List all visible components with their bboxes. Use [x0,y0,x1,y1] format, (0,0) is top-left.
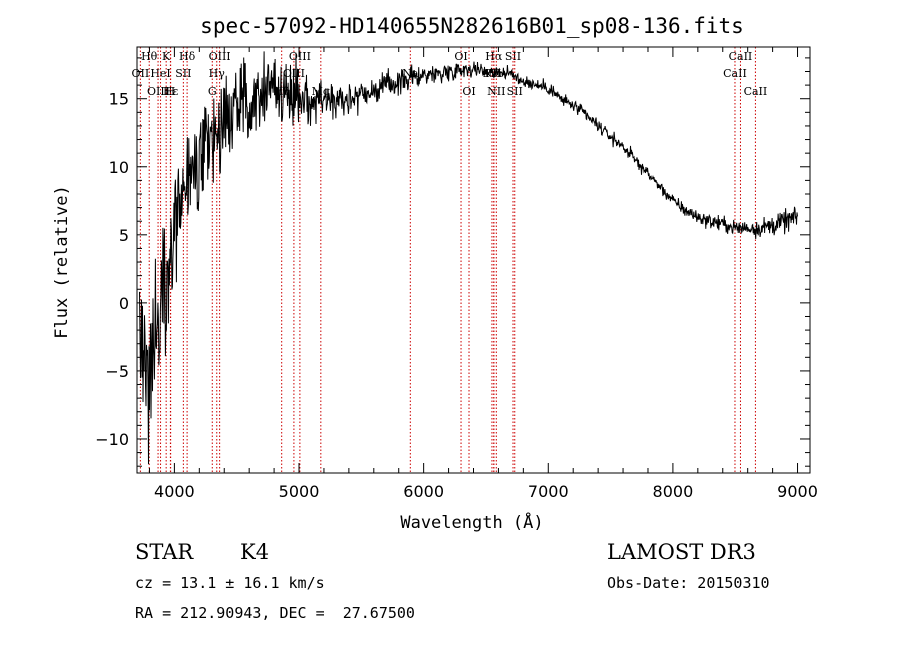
flux-line [139,51,798,465]
line-marker-label: OIII [209,50,231,63]
line-marker-label: OIII [289,50,311,63]
y-tick-label: 10 [109,158,129,177]
line-marker-label: SII [505,50,521,63]
y-axis-label: Flux (relative) [52,185,72,339]
x-tick-label: 8000 [653,482,694,501]
y-tick-label: 0 [119,294,129,313]
line-marker-label: CaII [723,67,747,80]
x-tick-label: 4000 [154,482,195,501]
object-subclass: K4 [240,540,270,564]
line-marker-label: OII [132,67,150,80]
axis-ticks: 4000 5000 6000 7000 8000 9000 −10 −5 0 5 10 15 [95,47,818,501]
survey-name: LAMOST DR3 [607,540,756,564]
line-marker-label: CaII [729,50,753,63]
redshift-readout: cz = 13.1 ± 16.1 km/s [135,574,325,592]
x-axis-label: Wavelength (Å) [400,511,543,533]
object-type: STAR [135,540,194,564]
chart-title: spec-57092-HD140655N282616B01_sp08-136.f… [200,14,744,38]
y-tick-label: −10 [95,430,129,449]
line-marker-label: OI [462,85,475,98]
y-tick-label: 5 [119,226,129,245]
line-marker-label: Hγ [209,67,226,80]
line-marker-label: K [162,50,171,63]
line-marker-label: HeI [150,67,170,80]
x-tick-label: 7000 [528,482,569,501]
coordinates-readout: RA = 212.90943, DEC = 27.67500 [135,604,415,622]
line-marker-label: G [208,85,217,98]
y-tick-label: 15 [109,90,129,109]
flux-series [139,51,798,465]
line-marker-label: NII [487,85,505,98]
x-tick-label: 5000 [279,482,320,501]
y-tick-label: −5 [105,362,129,381]
line-marker-label: H [166,85,176,98]
line-marker-label: Hα [485,50,503,63]
line-marker-label: Hδ [179,50,196,63]
line-marker-label: CaII [744,85,768,98]
line-marker-label: OIII [147,85,169,98]
line-marker-label: SII [175,67,191,80]
x-tick-label: 6000 [403,482,444,501]
line-marker-label: Hε [163,85,179,98]
line-marker-label: OI [454,50,467,63]
line-marker-label: SII [507,85,523,98]
x-tick-label: 9000 [777,482,818,501]
observation-date: Obs-Date: 20150310 [607,574,770,592]
line-marker-label: Hθ [141,50,158,63]
